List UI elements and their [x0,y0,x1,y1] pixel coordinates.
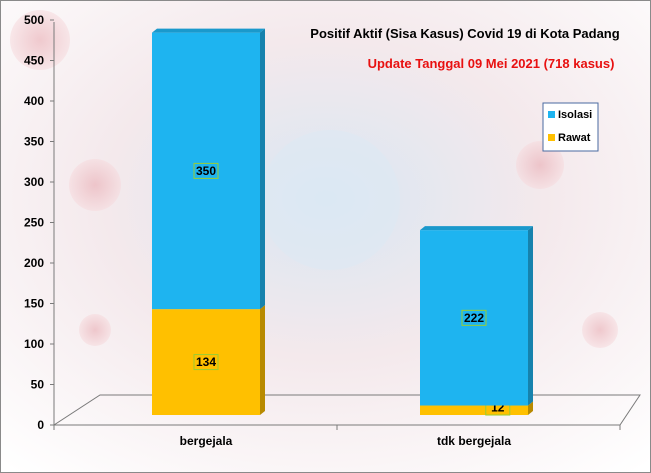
x-category-label-tdk-bergejala: tdk bergejala [437,434,511,448]
bar-bergejala-isolasi [152,32,260,310]
data-label-bergejala-rawat: 134 [196,355,216,369]
y-tick-label: 450 [24,54,44,68]
bar-side-bergejala-isolasi [260,28,265,310]
data-label-box-bergejala-rawat [193,354,219,371]
chart-title: Positif Aktif (Sisa Kasus) Covid 19 di K… [310,26,619,41]
bar-top-tdk-bergejala-isolasi [420,226,533,231]
legend-swatch-isolasi [548,111,555,118]
bar-top-bergejala-isolasi [152,28,265,33]
y-tick-label: 200 [24,256,44,270]
bar-tdk-bergejala-rawat [420,405,528,415]
x-axis-ticks [53,425,621,430]
virus-icon [79,314,111,346]
virus-icon [582,312,618,348]
virus-icon [69,159,121,211]
data-label-box-bergejala-isolasi [193,162,219,179]
y-tick-label: 500 [24,13,44,27]
legend-label-isolasi: Isolasi [558,109,592,121]
bar-side-tdk-bergejala-rawat [528,401,533,415]
chart-subtitle: Update Tanggal 09 Mei 2021 (718 kasus) [368,56,615,71]
y-tick-label: 400 [24,94,44,108]
y-tick-label: 50 [31,378,45,392]
bar-side-bergejala-rawat [260,305,265,415]
legend: Isolasi Rawat [542,102,599,152]
y-tick-label: 0 [37,418,44,432]
y-tick-label: 350 [24,135,44,149]
data-label-box-tdk-bergejala-isolasi [461,309,487,326]
bar-side-tdk-bergejala-isolasi [528,226,533,406]
virus-icon [516,141,564,189]
y-tick-label: 100 [24,337,44,351]
bar-tdk-bergejala-isolasi [420,230,528,406]
bar-bergejala-rawat [152,309,260,415]
virus-background-icons [10,10,618,348]
data-label-tdk-bergejala-isolasi: 222 [464,311,484,325]
chart-floor [52,394,641,426]
y-tick-label: 250 [24,216,44,230]
data-label-bergejala-isolasi: 350 [196,164,216,178]
virus-icon [10,10,70,70]
x-category-label-bergejala: bergejala [180,434,233,448]
y-tick-label: 300 [24,175,44,189]
y-axis-ticks: 0 50 100 150 200 250 300 350 400 450 500 [24,13,54,432]
y-tick-label: 150 [24,297,44,311]
legend-swatch-rawat [548,134,555,141]
globe-icon [260,130,400,270]
legend-label-rawat: Rawat [558,132,591,144]
